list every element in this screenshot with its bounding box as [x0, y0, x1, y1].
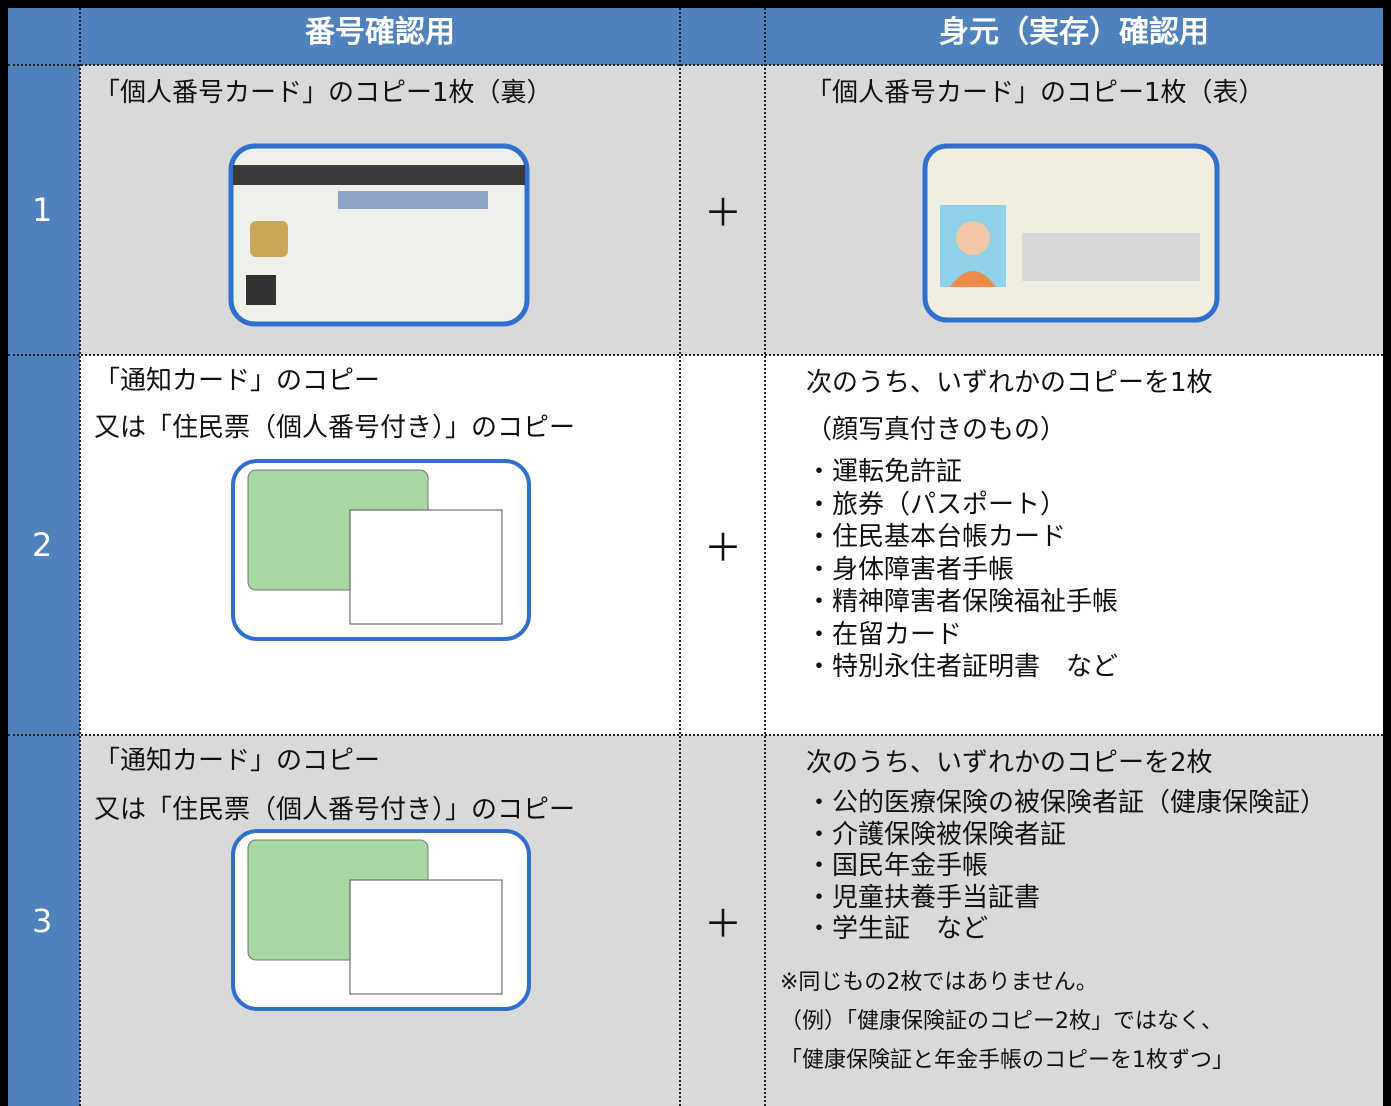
list-item: ・住民基本台帳カード — [806, 522, 1067, 552]
list-item: ・特別永住者証明書 など — [806, 652, 1119, 682]
plus-sign: ＋ — [704, 191, 743, 235]
divider — [79, 8, 81, 1106]
row-number: 2 — [32, 526, 53, 564]
header-row — [0, 0, 1391, 65]
list-item: ・介護保険被保険者証 — [806, 819, 1067, 850]
header-cell: 身元（実存）確認用 — [939, 15, 1209, 50]
divider — [764, 8, 766, 1106]
list-item: ・精神障害者保険福祉手帳 — [806, 587, 1119, 617]
divider — [679, 8, 681, 1106]
card-front-image — [922, 143, 1220, 323]
list-item: ・運転免許証 — [806, 457, 963, 487]
list-item: ・児童扶養手当証書 — [806, 882, 1041, 913]
list-item: ・旅券（パスポート） — [806, 489, 1067, 520]
plus-sign: ＋ — [704, 901, 743, 946]
divider — [8, 354, 1383, 356]
number-column — [0, 65, 80, 1106]
notice-card-image — [231, 829, 531, 1011]
divider — [8, 64, 1383, 66]
left-text: 又は「住民票（個人番号付き）」のコピー — [94, 795, 576, 825]
row-number: 1 — [32, 191, 53, 229]
left-text: 「通知カード」のコピー — [94, 366, 381, 396]
note: （例）「健康保険証のコピー2枚」ではなく、 — [780, 1009, 1223, 1034]
list-item: ・公的医療保険の被保険者証（健康保険証） — [806, 788, 1327, 818]
header-cell: 番号確認用 — [305, 15, 455, 50]
border — [0, 0, 8, 1106]
left-text: 「通知カード」のコピー — [94, 746, 381, 776]
border — [0, 0, 1391, 8]
right-text: （顔写真付きのもの） — [806, 415, 1067, 445]
list-item: ・学生証 など — [806, 914, 989, 944]
border — [1383, 0, 1391, 1106]
right-text: 次のうち、いずれかのコピーを2枚 — [806, 748, 1213, 778]
left-text: 又は「住民票（個人番号付き）」のコピー — [94, 413, 576, 443]
right-text: 次のうち、いずれかのコピーを1枚 — [806, 368, 1213, 398]
card-back-image — [228, 143, 530, 327]
list-item: ・身体障害者手帳 — [806, 554, 1015, 585]
left-text: 「個人番号カード」のコピー1枚（裏） — [94, 78, 553, 108]
right-text: 「個人番号カード」のコピー1枚（表） — [806, 78, 1265, 108]
list-item: ・国民年金手帳 — [806, 851, 989, 881]
note: ※同じもの2枚ではありません。 — [780, 970, 1098, 995]
divider — [8, 734, 1383, 736]
list-item: ・在留カード — [806, 619, 963, 650]
row-number: 3 — [32, 901, 53, 940]
plus-sign: ＋ — [704, 526, 743, 570]
notice-card-image — [231, 459, 531, 641]
note: 「健康保険証と年金手帳のコピーを1枚ずつ」 — [780, 1048, 1234, 1073]
